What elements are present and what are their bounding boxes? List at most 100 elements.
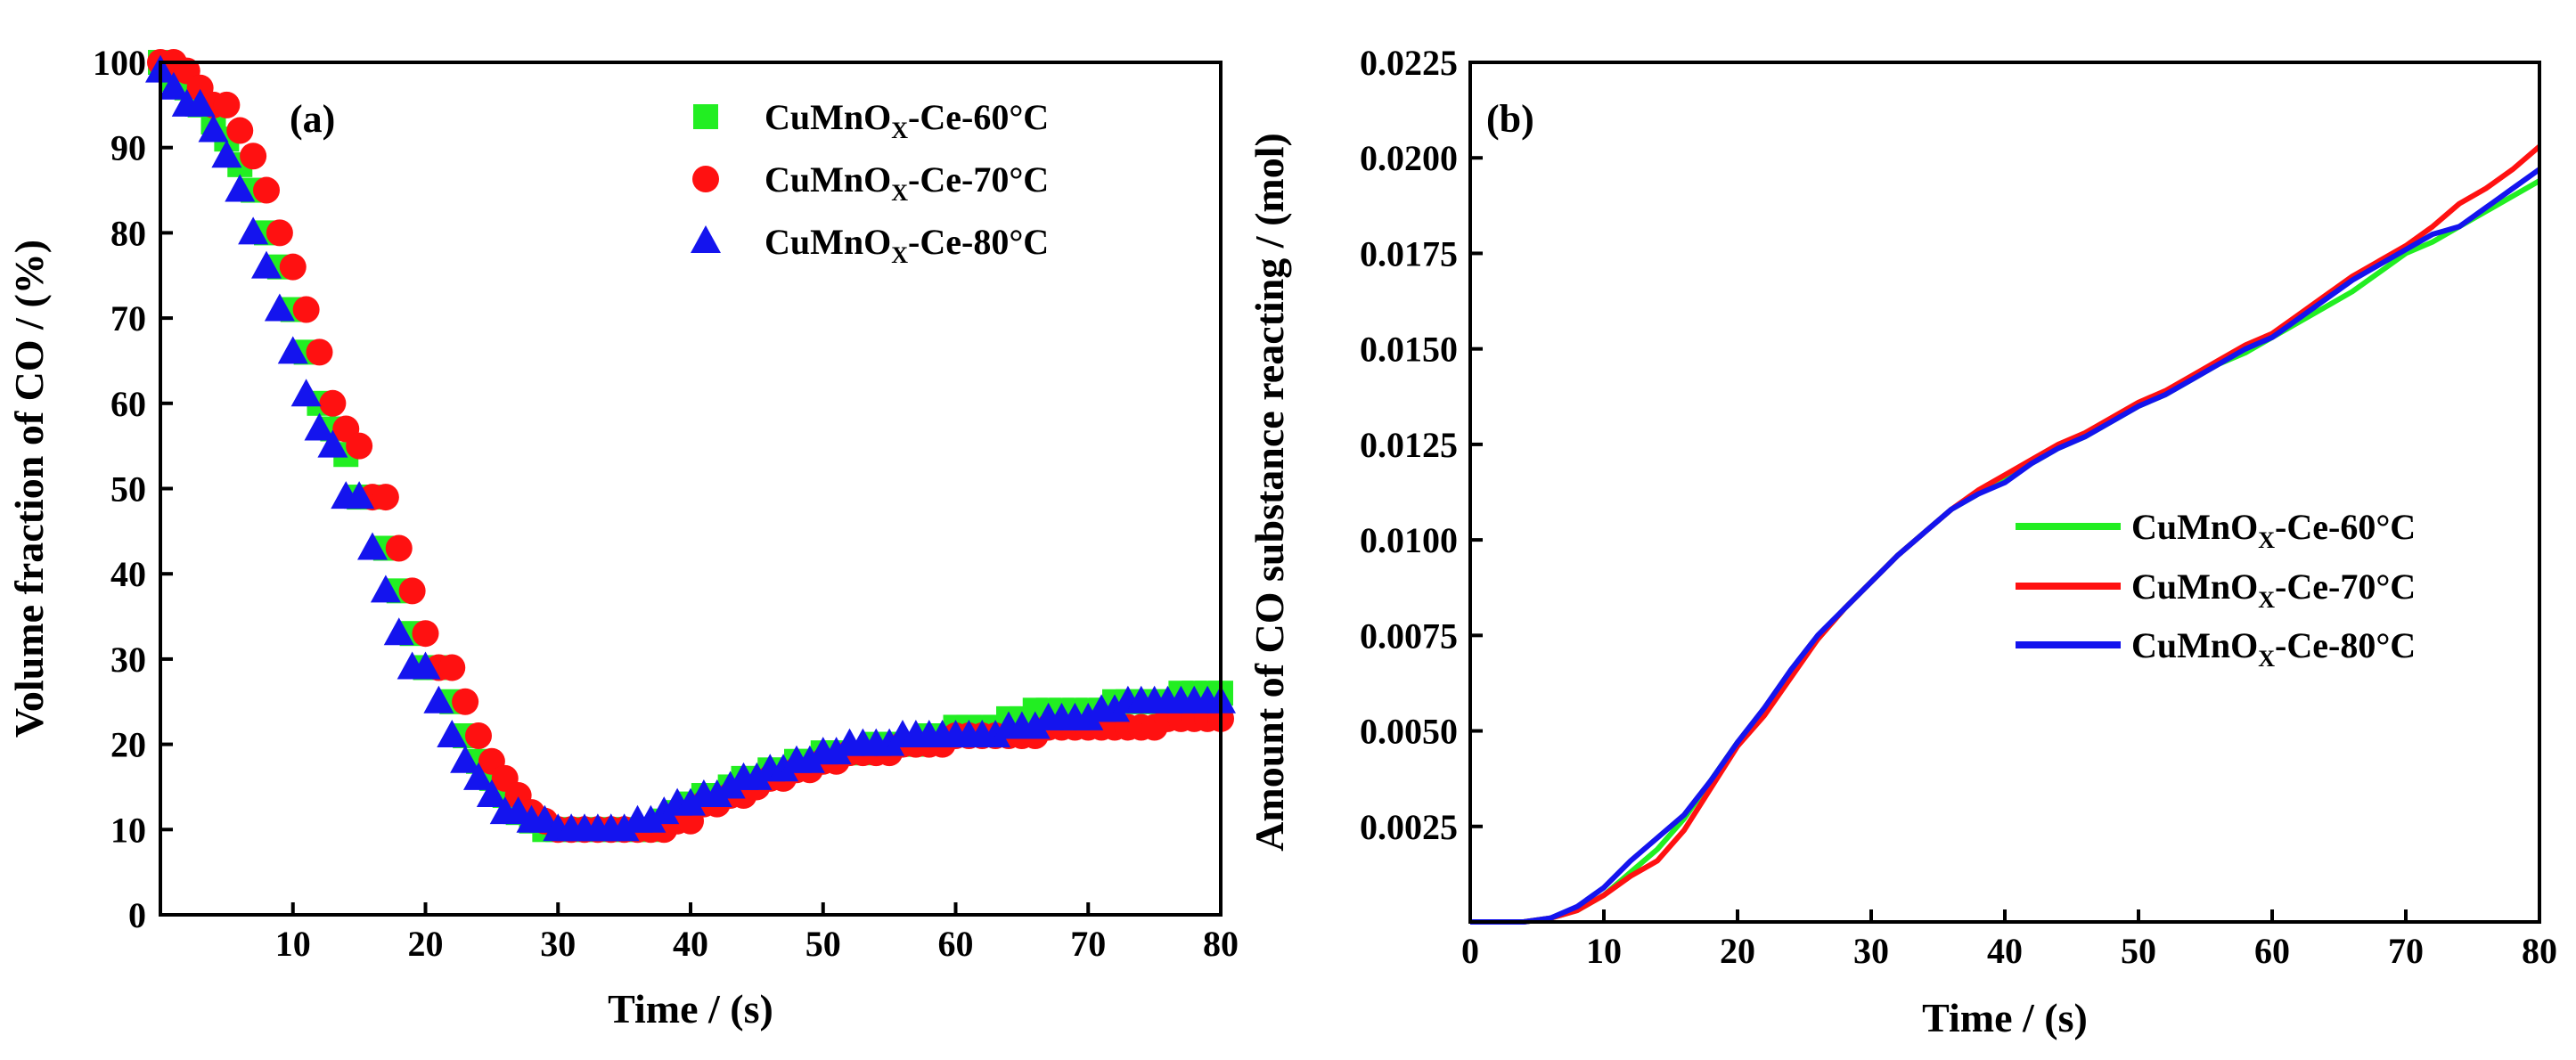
data-point	[412, 620, 439, 648]
x-tick-label: 0	[1461, 931, 1479, 971]
data-point	[476, 779, 507, 808]
x-tick-label: 80	[2522, 931, 2557, 971]
data-point	[304, 412, 335, 441]
data-point	[158, 71, 189, 100]
series-a-3	[145, 54, 1236, 842]
x-tick-label: 70	[1070, 924, 1106, 964]
data-point	[306, 338, 333, 366]
x-tick-label: 20	[1720, 931, 1755, 971]
x-tick-label: 40	[673, 924, 708, 964]
y-axis-label: Amount of CO substance reacting / (mol)	[1247, 133, 1292, 852]
y-tick-label: 10	[110, 810, 146, 850]
data-point	[372, 484, 399, 511]
legend-label: CuMnOX-Ce-80°C	[765, 222, 1049, 268]
legend-a: CuMnOX-Ce-60°C CuMnOX-Ce-70°C CuMnOX-Ce-80…	[691, 97, 1049, 268]
data-point	[383, 617, 414, 646]
data-point	[438, 654, 466, 681]
y-tick-label: 0.0125	[1360, 425, 1458, 465]
data-point	[609, 813, 640, 842]
data-point	[794, 745, 825, 773]
series-line-b-2	[1470, 144, 2541, 925]
data-point	[357, 532, 388, 560]
data-point	[675, 787, 706, 816]
data-point	[213, 91, 241, 118]
data-point	[264, 293, 295, 322]
data-point	[649, 796, 680, 825]
y-tick-label: 50	[110, 469, 146, 510]
y-tick-label: 0.0150	[1360, 330, 1458, 370]
y-tick-label: 70	[110, 298, 146, 338]
y-tick-label: 0	[128, 895, 146, 935]
data-point	[253, 176, 280, 204]
data-point	[184, 88, 216, 117]
panel-label-a: (a)	[290, 97, 335, 141]
x-tick-label: 10	[275, 924, 311, 964]
legend-item: CuMnOX-Ce-70°C	[2016, 567, 2416, 613]
legend-b: CuMnOX-Ce-60°C CuMnOX-Ce-70°C CuMnOX-Ce-80…	[2016, 507, 2416, 672]
legend-item: CuMnOX-Ce-70°C	[692, 159, 1049, 206]
data-point	[266, 219, 293, 247]
data-point	[452, 688, 479, 715]
y-tick-label: 0.0100	[1360, 520, 1458, 560]
data-point	[225, 174, 256, 202]
x-tick-label: 60	[2254, 931, 2290, 971]
data-point	[635, 804, 666, 833]
legend-marker	[691, 225, 721, 253]
data-point	[346, 432, 373, 460]
data-point	[768, 754, 799, 782]
x-tick-label: 60	[938, 924, 974, 964]
legend-marker	[692, 166, 719, 192]
x-tick-label: 30	[540, 924, 576, 964]
data-point	[277, 336, 308, 364]
y-tick-label: 20	[110, 725, 146, 765]
data-point	[701, 779, 732, 808]
data-point	[279, 253, 307, 281]
legend-item: CuMnOX-Ce-80°C	[691, 222, 1049, 268]
y-axis-label: Volume fraction of CO / (%)	[6, 240, 52, 738]
data-point	[319, 389, 347, 417]
legend-label: CuMnOX-Ce-60°C	[765, 97, 1049, 143]
y-tick-label: 0.0025	[1360, 807, 1458, 847]
data-point	[226, 117, 254, 144]
data-point	[410, 651, 441, 680]
y-tick-label: 0.0075	[1360, 616, 1458, 656]
data-point	[317, 429, 348, 458]
data-point	[238, 216, 269, 245]
y-tick-label: 100	[93, 43, 146, 83]
data-point	[423, 685, 454, 713]
legend-item: CuMnOX-Ce-60°C	[2016, 507, 2416, 553]
y-tick-label: 90	[110, 128, 146, 168]
y-tick-label: 30	[110, 640, 146, 680]
data-point	[1100, 694, 1130, 722]
data-point	[437, 720, 468, 748]
data-point	[465, 722, 492, 750]
data-point	[741, 762, 773, 790]
x-tick-label: 20	[408, 924, 444, 964]
legend-label: CuMnOX-Ce-60°C	[2131, 507, 2416, 553]
data-point	[1019, 711, 1051, 739]
data-point	[980, 720, 1011, 748]
panel-label-b: (b)	[1486, 97, 1534, 141]
legend-marker	[693, 104, 718, 129]
y-tick-label: 60	[110, 384, 146, 424]
x-axis-label: Time / (s)	[1922, 995, 2088, 1040]
data-point	[874, 728, 905, 756]
data-point	[251, 250, 282, 279]
x-tick-label: 40	[1987, 931, 2023, 971]
data-point	[450, 745, 481, 773]
legend-label: CuMnOX-Ce-80°C	[2131, 625, 2416, 672]
x-axis-label: Time / (s)	[608, 986, 773, 1031]
data-point	[821, 737, 852, 765]
data-point	[370, 575, 401, 603]
y-tick-label: 80	[110, 213, 146, 253]
panel-a: 10 20 30 40 50 60 70 80 0 10 20 30 40 50 60 70 80 90 100 Ti…	[6, 43, 1239, 1031]
plot-frame-b	[1468, 61, 2541, 924]
y-tick-label: 0.0050	[1360, 712, 1458, 752]
data-point	[240, 143, 267, 170]
data-point	[292, 296, 320, 323]
x-tick-label: 30	[1853, 931, 1889, 971]
series-line-b-1	[1470, 178, 2541, 925]
x-tick-label: 80	[1203, 924, 1239, 964]
data-point	[463, 762, 494, 790]
